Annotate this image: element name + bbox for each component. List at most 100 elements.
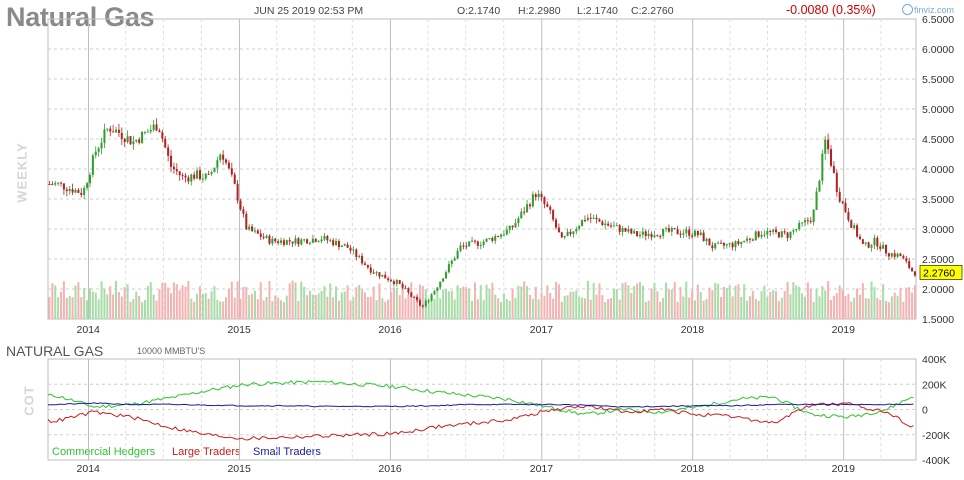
finviz-logo-icon [902, 4, 913, 15]
candle-body [581, 220, 584, 227]
volume-bar [97, 299, 100, 319]
volume-bar [204, 293, 207, 319]
volume-bar [366, 297, 369, 319]
candle-body [401, 283, 404, 288]
candle-body [277, 241, 280, 243]
candle-body [314, 238, 317, 242]
volume-bar [523, 281, 526, 319]
volume-bar [598, 283, 601, 319]
candle-body [300, 239, 303, 245]
brand-link[interactable]: finviz.com [902, 4, 954, 15]
volume-bar [184, 286, 187, 319]
candle-body [427, 300, 430, 302]
volume-bar [737, 284, 740, 319]
candle-body [68, 189, 71, 192]
candle-body [410, 292, 413, 297]
volume-bar [557, 284, 560, 319]
year-tick-label: 2015 [227, 324, 251, 336]
candle-body [693, 230, 696, 236]
volume-bar [641, 285, 644, 319]
volume-bar [879, 299, 882, 319]
candle-body [462, 245, 465, 247]
candle-body [911, 268, 914, 272]
candle-body [737, 241, 740, 245]
candle-body [271, 238, 274, 244]
volume-bar [138, 295, 141, 319]
volume-bar [340, 292, 343, 319]
volume-bar [268, 281, 271, 319]
volume-bar [256, 299, 259, 319]
volume-bar [798, 286, 801, 319]
price-tick-label: 2.5000 [922, 254, 954, 266]
candle-body [676, 229, 679, 235]
volume-bar [824, 290, 827, 319]
volume-bar [610, 298, 613, 319]
candle-body [372, 272, 375, 274]
volume-bar [670, 289, 673, 319]
cot-line-large-traders [47, 402, 914, 441]
candle-body [459, 245, 462, 251]
candle-body [392, 281, 395, 284]
candle-body [430, 294, 433, 301]
candle-body [323, 236, 326, 240]
candle-body [424, 300, 427, 307]
candle-body [204, 173, 207, 179]
candle-body [170, 155, 173, 167]
candle-body [899, 253, 902, 257]
volume-bar [459, 287, 462, 319]
candle-body [610, 225, 613, 227]
candle-body [575, 228, 578, 232]
candle-body [882, 244, 885, 249]
volume-bar [384, 301, 387, 319]
volume-bar [225, 297, 228, 319]
candle-body [612, 225, 615, 227]
volume-bar [476, 299, 479, 319]
candle-body [711, 245, 714, 249]
volume-bar [86, 300, 89, 319]
volume-bar [170, 293, 173, 319]
volume-bar [740, 297, 743, 319]
volume-bar [850, 301, 853, 319]
candle-body [259, 233, 262, 237]
volume-bar [905, 287, 908, 319]
volume-bar [491, 282, 494, 319]
candle-body [812, 209, 815, 223]
candle-body [57, 182, 60, 184]
candle-body [827, 139, 830, 150]
volume-bar [531, 298, 534, 319]
candle-body [627, 229, 630, 232]
volume-bar [858, 294, 861, 319]
volume-bar [569, 291, 572, 319]
candle-body [143, 131, 146, 133]
volume-bar [789, 294, 792, 319]
volume-bar [314, 295, 317, 319]
candle-body [705, 238, 708, 242]
candle-body [586, 217, 589, 221]
candle-body [404, 287, 407, 289]
candle-body [491, 237, 494, 241]
volume-bar [172, 282, 175, 319]
candle-body [471, 240, 474, 242]
volume-bar [158, 289, 161, 319]
volume-bar [323, 286, 326, 319]
volume-bar [280, 300, 283, 319]
volume-bar [479, 284, 482, 319]
candle-body [51, 184, 54, 186]
candle-body [280, 240, 283, 243]
candle-body [476, 241, 479, 246]
volume-bar [83, 288, 86, 319]
volume-bar [583, 298, 586, 319]
candle-body [572, 231, 575, 235]
candle-body [887, 253, 890, 257]
candle-body [236, 183, 239, 201]
cot-tick-label: -400K [922, 455, 950, 467]
candle-body [766, 230, 769, 235]
volume-bar [908, 287, 911, 319]
volume-bar [856, 288, 859, 319]
volume-bar [818, 296, 821, 319]
candle-body [294, 238, 297, 244]
candle-body [913, 271, 916, 276]
low-label: L:2.1740 [577, 5, 618, 17]
volume-bar [149, 282, 152, 319]
candle-body [479, 245, 482, 247]
